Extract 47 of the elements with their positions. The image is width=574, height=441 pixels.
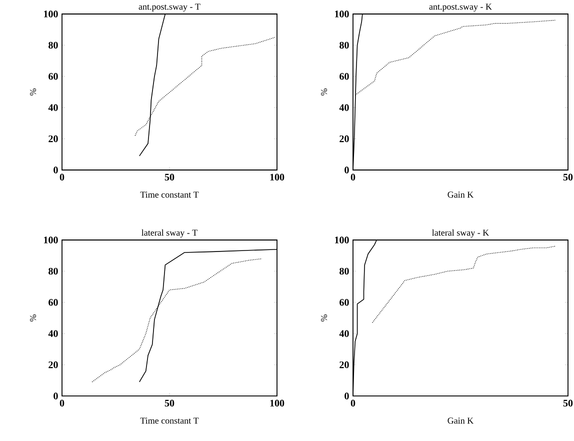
x-tick-label: 0 xyxy=(60,400,64,407)
y-axis-title: % xyxy=(320,88,328,96)
y-tick-label: 80 xyxy=(340,268,349,275)
y-tick-label: 100 xyxy=(335,10,349,18)
y-tick-label: 0 xyxy=(344,166,349,174)
y-tick-label: 100 xyxy=(44,10,58,18)
y-axis-title: % xyxy=(30,314,36,322)
y-tick-label: 20 xyxy=(340,361,349,368)
x-tick-label: 0 xyxy=(350,174,356,181)
y-tick-label: 40 xyxy=(48,104,58,111)
chart-title: ant.post.sway - T xyxy=(138,4,200,12)
chart-title: lateral sway - T xyxy=(142,229,198,238)
x-tick-label: 50 xyxy=(563,174,573,181)
chart-title: ant.post.sway - K xyxy=(429,4,492,12)
y-tick-label: 40 xyxy=(339,104,349,111)
y-tick-label: 20 xyxy=(48,135,58,142)
y-tick-label: 80 xyxy=(48,42,58,49)
x-tick-label: 0 xyxy=(350,400,356,407)
y-tick-label: 0 xyxy=(54,166,58,174)
y-tick-label: 60 xyxy=(340,299,349,306)
y-tick-label: 60 xyxy=(48,299,58,306)
x-tick-label: 50 xyxy=(164,174,174,181)
y-tick-label: 40 xyxy=(48,330,58,337)
x-tick-label: 50 xyxy=(563,400,573,407)
x-axis-title: Time constant T xyxy=(140,418,199,424)
y-tick-label: 80 xyxy=(48,268,58,275)
chart-title: lateral sway - K xyxy=(432,229,490,238)
y-tick-label: 60 xyxy=(340,73,349,80)
y-axis-title: % xyxy=(320,314,328,322)
y-axis-title: % xyxy=(30,88,36,96)
y-tick-label: 100 xyxy=(44,236,58,244)
y-tick-label: 0 xyxy=(54,392,58,400)
x-tick-label: 100 xyxy=(270,400,284,407)
y-tick-label: 60 xyxy=(48,73,58,80)
y-tick-label: 40 xyxy=(339,330,349,337)
x-tick-label: 50 xyxy=(164,400,174,407)
y-tick-label: 100 xyxy=(335,236,349,244)
x-axis-title: Gain K xyxy=(448,192,474,198)
y-tick-label: 0 xyxy=(344,392,349,400)
x-tick-label: 100 xyxy=(270,174,284,181)
x-tick-label: 0 xyxy=(60,174,64,181)
x-axis-title: Gain K xyxy=(448,418,474,424)
y-tick-label: 80 xyxy=(340,42,349,49)
line-series xyxy=(372,246,556,324)
x-axis-title: Time constant T xyxy=(140,192,199,198)
y-tick-label: 20 xyxy=(48,361,58,368)
y-tick-label: 20 xyxy=(340,135,349,142)
